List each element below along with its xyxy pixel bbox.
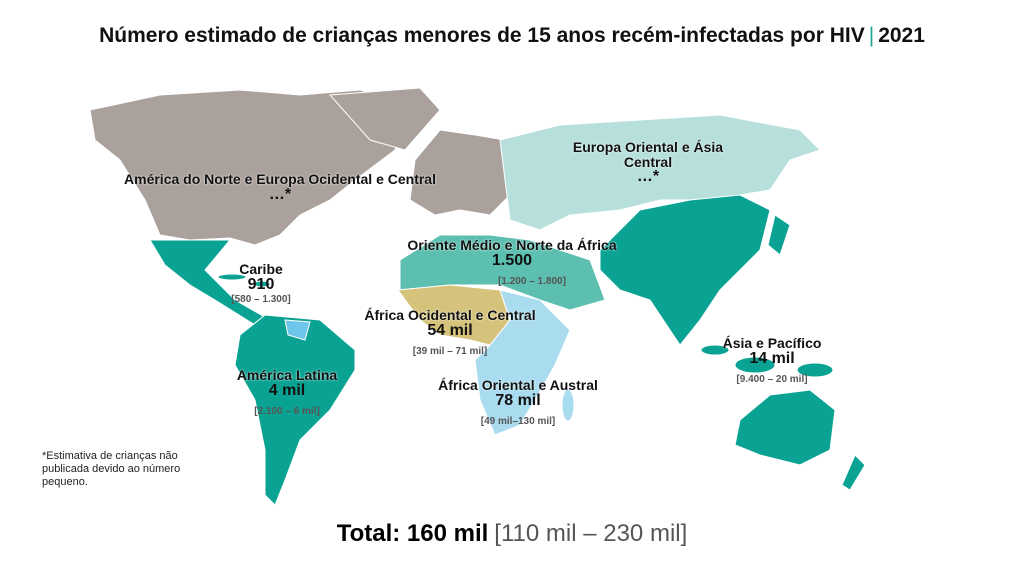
region-value: 54 mil xyxy=(427,321,473,339)
region-south-america xyxy=(234,314,356,506)
footnote: *Estimativa de crianças não publicada de… xyxy=(42,450,181,489)
region-value: …* xyxy=(636,168,660,186)
region-name: América do Norte e Europa Ocidental e Ce… xyxy=(124,171,436,187)
region-range: [1.200 – 1.800] xyxy=(498,276,566,288)
region-range: [39 mil – 71 mil] xyxy=(412,346,488,358)
new-zealand xyxy=(841,454,866,491)
region-greenland xyxy=(328,87,441,151)
region-eastern-europe xyxy=(499,114,821,231)
region-label: América Latina 4 mil [2.100 – 6 mil] xyxy=(237,368,337,418)
island xyxy=(734,356,776,374)
region-range: [9.400 – 20 mil] xyxy=(736,374,808,386)
region-range: [2.100 – 6 mil] xyxy=(254,406,320,418)
island xyxy=(700,344,730,356)
region-label: Oriente Médio e Norte da África 1.500 [1.2… xyxy=(407,238,616,288)
region-north-america xyxy=(89,89,411,246)
total-range: [110 mil – 230 mil] xyxy=(494,520,688,547)
region-range: [49 mil–130 mil] xyxy=(480,416,556,428)
title: Número estimado de crianças menores de 1… xyxy=(0,24,1024,48)
region-asia xyxy=(599,194,771,346)
region-value: 4 mil xyxy=(268,381,306,399)
region-name: Caribe xyxy=(239,261,283,277)
total: Total: 160 mil [110 mil – 230 mil] xyxy=(0,520,1024,548)
region-name: Europa Oriental e Ásia Central xyxy=(572,139,724,170)
region-label: América do Norte e Europa Ocidental e Ce… xyxy=(124,172,436,203)
japan xyxy=(767,214,791,256)
region-name: África Ocidental e Central xyxy=(364,307,536,323)
australia xyxy=(734,389,836,466)
region-label: Europa Oriental e Ásia Central …* xyxy=(553,140,743,186)
region-guianas xyxy=(284,319,311,341)
island xyxy=(796,362,834,378)
region-name: América Latina xyxy=(236,367,338,383)
region-europe xyxy=(409,129,511,216)
caribbean-island xyxy=(253,280,271,288)
region-value: …* xyxy=(268,185,292,203)
total-label: Total: 160 mil xyxy=(336,520,489,547)
region-value: 78 mil xyxy=(495,391,541,409)
region-label: Ásia e Pacífico 14 mil [9.400 – 20 mil] xyxy=(723,336,822,386)
region-name: Ásia e Pacífico xyxy=(722,335,822,351)
title-separator: | xyxy=(868,24,875,47)
region-name: Oriente Médio e Norte da África xyxy=(407,237,617,253)
region-range: [580 – 1.300] xyxy=(231,294,291,306)
region-label: Caribe 910 [580 – 1.300] xyxy=(231,262,291,306)
madagascar xyxy=(561,388,575,422)
title-year: 2021 xyxy=(878,24,925,47)
region-value: 910 xyxy=(247,275,275,293)
region-label: África Oriental e Austral 78 mil [49 mil–1… xyxy=(438,378,598,428)
region-value: 1.500 xyxy=(491,251,533,269)
region-east-africa xyxy=(474,289,571,436)
region-value: 14 mil xyxy=(749,349,795,367)
region-name: África Oriental e Austral xyxy=(438,377,598,393)
caribbean-island xyxy=(217,273,247,281)
title-text: Número estimado de crianças menores de 1… xyxy=(99,24,865,47)
region-label: África Ocidental e Central 54 mil [39 mil … xyxy=(364,308,535,358)
